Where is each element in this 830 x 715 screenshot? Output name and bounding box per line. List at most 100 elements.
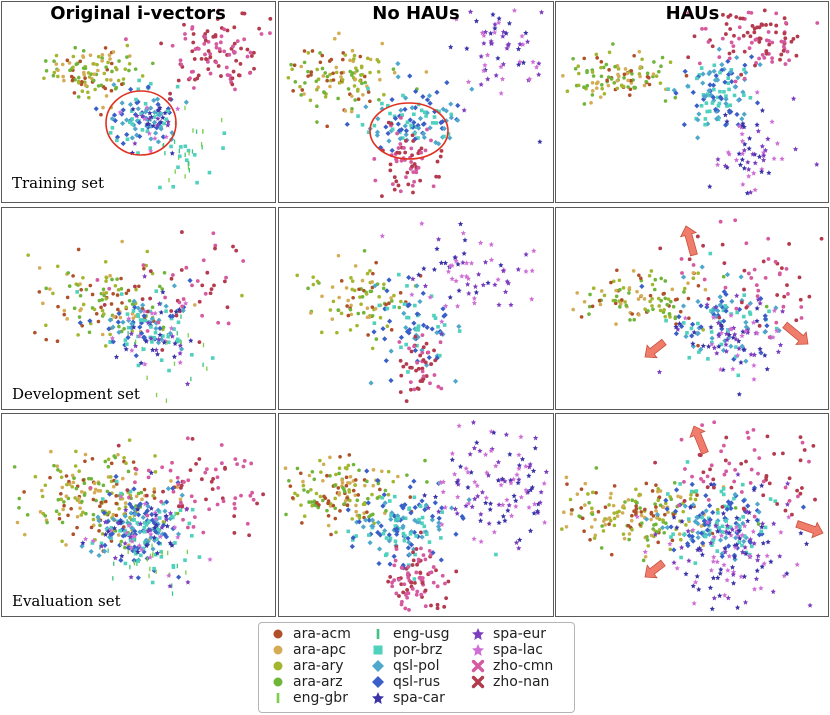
- data-point-qsl-rus: [394, 529, 400, 535]
- data-point-zho-cmn: [737, 36, 741, 41]
- data-point-spa-lac: [449, 262, 455, 268]
- data-point-ara-acm: [309, 73, 313, 77]
- data-point-ara-ary: [576, 71, 581, 76]
- data-point-spa-eur: [685, 528, 691, 534]
- data-point-spa-eur: [184, 381, 191, 387]
- data-point-ara-apc: [593, 517, 597, 522]
- data-point-zho-nan: [191, 32, 196, 36]
- data-point-eng-usg: [133, 341, 136, 347]
- data-point-ara-acm: [99, 112, 103, 117]
- data-point-ara-arz: [302, 60, 307, 65]
- data-point-qsl-rus: [748, 54, 755, 60]
- data-point-ara-apc: [627, 286, 632, 290]
- data-point-ara-ary: [309, 487, 313, 492]
- data-point-spa-lac: [453, 258, 459, 264]
- data-point-ara-arz: [613, 64, 617, 69]
- data-point-qsl-pol: [723, 96, 729, 102]
- data-point-zho-cmn: [796, 494, 800, 499]
- data-point-zho-cmn: [734, 306, 739, 311]
- data-point-zho-cmn: [203, 291, 208, 296]
- data-point-por-brz: [183, 144, 188, 149]
- data-point-spa-eur: [425, 505, 431, 511]
- data-point-qsl-rus: [356, 519, 362, 525]
- data-point-por-brz: [142, 529, 147, 534]
- data-point-ara-arz: [325, 74, 330, 79]
- data-point-zho-nan: [405, 588, 410, 592]
- data-point-por-brz: [719, 489, 724, 494]
- data-point-ara-acm: [613, 301, 618, 306]
- data-point-zho-nan: [403, 150, 408, 155]
- data-point-zho-cmn: [218, 40, 223, 45]
- data-point-qsl-rus: [385, 130, 391, 137]
- legend-label: zho-nan: [493, 674, 550, 690]
- data-point-spa-car: [726, 530, 732, 536]
- data-point-ara-apc: [64, 494, 69, 499]
- data-point-spa-lac: [477, 240, 484, 246]
- data-point-por-brz: [709, 330, 714, 334]
- data-point-zho-cmn: [752, 448, 757, 452]
- data-point-spa-eur: [502, 289, 509, 295]
- data-point-ara-apc: [593, 533, 598, 538]
- data-point-ara-acm: [75, 525, 79, 530]
- data-point-por-brz: [126, 533, 131, 538]
- data-point-zho-cmn: [712, 420, 717, 425]
- data-point-eng-gbr: [173, 361, 176, 366]
- data-point-ara-arz: [117, 324, 121, 329]
- data-point-spa-lac: [456, 423, 462, 429]
- data-point-zho-cmn: [415, 589, 420, 594]
- data-point-zho-nan: [210, 487, 215, 492]
- data-point-spa-eur: [525, 38, 531, 45]
- data-point-spa-lac: [449, 276, 455, 282]
- data-point-spa-lac: [739, 532, 745, 538]
- data-point-ara-ary: [295, 493, 300, 498]
- data-point-ara-arz: [91, 78, 96, 83]
- data-point-zho-nan: [764, 475, 769, 480]
- data-point-zho-cmn: [397, 340, 402, 344]
- data-point-qsl-pol: [695, 135, 701, 141]
- data-point-spa-car: [515, 480, 521, 486]
- data-point-qsl-rus: [728, 109, 734, 115]
- data-point-zho-nan: [439, 148, 444, 153]
- data-point-ara-ary: [621, 532, 626, 536]
- data-point-por-brz: [707, 528, 712, 533]
- data-point-spa-eur: [747, 189, 754, 195]
- data-point-qsl-pol: [709, 335, 715, 341]
- data-point-ara-acm: [70, 78, 75, 83]
- data-point-spa-lac: [740, 150, 746, 157]
- data-point-spa-car: [535, 501, 541, 507]
- data-point-ara-apc: [91, 523, 96, 528]
- data-point-ara-ary: [352, 288, 357, 293]
- data-point-zho-cmn: [190, 283, 194, 288]
- data-point-zho-nan: [213, 34, 218, 39]
- data-point-ara-apc: [598, 95, 603, 99]
- data-point-qsl-pol: [153, 130, 159, 136]
- data-point-zho-cmn: [770, 60, 775, 64]
- data-point-spa-car: [516, 462, 522, 468]
- data-point-zho-nan: [410, 133, 415, 138]
- data-point-ara-apc: [583, 503, 587, 507]
- data-point-ara-acm: [670, 538, 675, 543]
- data-point-spa-car: [135, 548, 141, 555]
- data-point-spa-eur: [500, 29, 507, 35]
- data-point-spa-eur: [724, 522, 730, 529]
- data-point-spa-lac: [751, 362, 757, 368]
- data-point-ara-ary: [365, 56, 370, 61]
- data-point-zho-nan: [446, 579, 451, 584]
- data-point-por-brz: [424, 114, 428, 118]
- data-point-ara-apc: [392, 70, 397, 75]
- data-point-zho-nan: [745, 30, 750, 35]
- data-point-ara-arz: [614, 294, 619, 299]
- data-point-zho-cmn: [241, 464, 246, 469]
- data-point-zho-cmn: [428, 381, 432, 386]
- legend-item-ara-apc: ara-apc: [267, 642, 351, 658]
- data-point-ara-acm: [288, 484, 293, 488]
- data-point-por-brz: [720, 524, 725, 529]
- data-point-zho-cmn: [733, 467, 738, 472]
- data-point-zho-cmn: [196, 47, 201, 51]
- data-point-zho-nan: [223, 465, 227, 470]
- data-point-spa-car: [487, 506, 493, 512]
- data-point-spa-lac: [751, 376, 757, 382]
- data-point-ara-arz: [669, 497, 674, 502]
- data-point-por-brz: [724, 94, 728, 98]
- data-point-zho-nan: [418, 178, 423, 183]
